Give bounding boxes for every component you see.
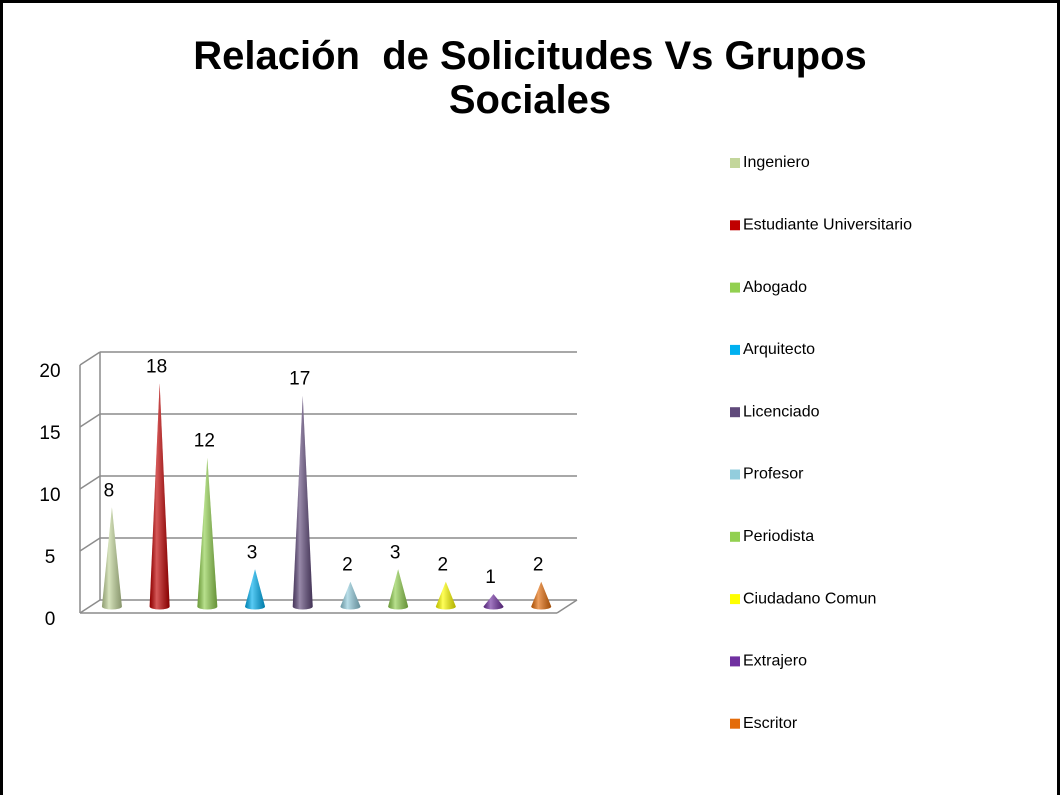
grid-line-side [79,413,101,428]
cone-shade [292,395,313,610]
legend-label: Ciudadano Comun [743,590,876,607]
cone-shade [101,507,122,610]
legend-swatch [730,282,740,293]
legend-label: Abogado [743,279,807,296]
value-label: 1 [485,567,496,588]
value-label: 2 [438,555,449,576]
grid-line-side [79,599,101,614]
legend-label: Licenciado [743,403,820,420]
chart-title: Relación de Solicitudes Vs Grupos Social… [193,34,878,122]
value-label: 3 [390,542,401,563]
grid-line-side [79,537,101,552]
legend-label: Escritor [743,715,798,732]
value-label: 12 [194,431,215,452]
cone-shade [149,383,170,610]
legend-label: Estudiante Universitario [743,217,912,234]
legend-swatch [730,220,740,231]
legend-label: Profesor [743,466,804,483]
cone-shade [435,581,456,610]
value-label: 2 [342,555,353,576]
legend-swatch [730,158,740,168]
cone-shade [245,569,266,610]
y-tick-label: 15 [39,423,60,444]
legend-swatch [730,344,740,355]
value-label: 18 [146,356,167,377]
legend-swatch [730,531,740,542]
legend-label: Extrajero [743,653,807,670]
floor-right [556,599,578,614]
legend-swatch [730,718,740,729]
cone-shade [197,457,218,610]
cone-shade [531,581,552,610]
value-label: 3 [247,542,258,563]
value-label: 17 [289,369,310,390]
y-tick-label: 5 [45,547,56,568]
cone-shade [483,594,504,610]
legend-label: Arquitecto [743,341,815,358]
y-tick-label: 0 [45,609,56,630]
value-label: 2 [533,555,544,576]
cone-shade [340,581,361,610]
cone-shade [388,569,409,610]
legend-swatch [730,656,740,667]
legend-label: Periodista [743,528,814,545]
legend-swatch [730,407,740,418]
legend-swatch [730,469,740,480]
value-label: 8 [104,480,115,501]
legend-label: Ingeniero [743,154,810,171]
y-tick-label: 20 [39,361,60,382]
grid-line-side [79,351,101,366]
grid-line-side [79,475,101,490]
y-tick-label: 10 [39,485,60,506]
legend-swatch [730,594,740,605]
